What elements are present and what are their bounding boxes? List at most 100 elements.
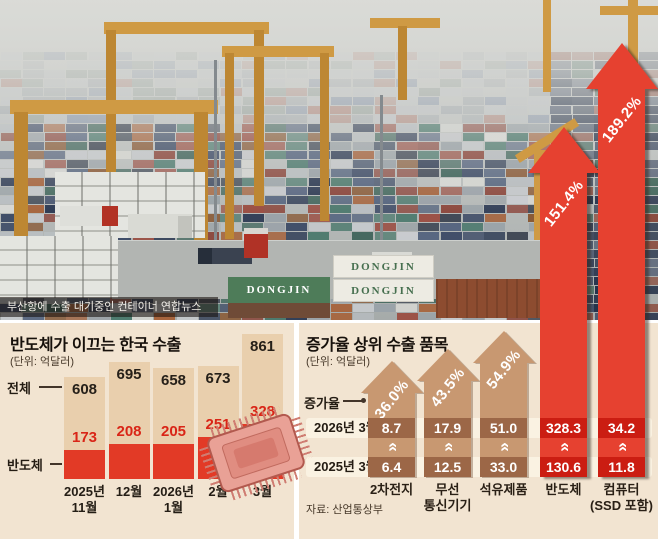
container-block bbox=[375, 223, 396, 231]
value-band-segment bbox=[480, 418, 527, 438]
container-block bbox=[353, 304, 374, 312]
container-block bbox=[286, 232, 307, 240]
container-block bbox=[23, 214, 44, 222]
container-block bbox=[22, 223, 43, 231]
increase-chevron-icon: » bbox=[493, 442, 513, 452]
container-block bbox=[418, 232, 439, 240]
container-block bbox=[485, 214, 506, 222]
container-brown bbox=[228, 303, 330, 318]
container-block bbox=[352, 232, 373, 240]
truck bbox=[60, 206, 118, 226]
increase-chevron-icon: » bbox=[437, 442, 457, 452]
export-value-label: 17.9 bbox=[433, 420, 462, 436]
category-label: 석유제품 bbox=[479, 482, 528, 497]
arrow-head-icon bbox=[472, 331, 535, 363]
crane-beam-icon bbox=[10, 100, 218, 114]
value-band-segment bbox=[540, 418, 587, 438]
container-block bbox=[352, 214, 373, 222]
light-pole-icon bbox=[214, 60, 217, 250]
container-block bbox=[638, 250, 658, 258]
total-value-label: 658 bbox=[160, 372, 187, 390]
container-block bbox=[286, 223, 307, 231]
container-block bbox=[639, 232, 658, 240]
container-block bbox=[309, 214, 330, 222]
container-block bbox=[639, 223, 658, 231]
truck bbox=[244, 228, 268, 258]
lead-line bbox=[39, 386, 62, 388]
container-block bbox=[309, 223, 330, 231]
semiconductor-value-label: 205 bbox=[160, 423, 187, 441]
container-block bbox=[418, 313, 439, 320]
container-green: DONGJIN bbox=[228, 277, 330, 303]
series-label-total: 전체 bbox=[7, 381, 31, 396]
container-block bbox=[242, 223, 263, 231]
container-block bbox=[638, 259, 658, 267]
container-block bbox=[353, 313, 374, 320]
container-block bbox=[638, 277, 658, 285]
crane-mast-icon bbox=[543, 0, 551, 92]
container-block bbox=[418, 223, 439, 231]
value-band-segment bbox=[424, 457, 471, 477]
value-band-segment bbox=[368, 418, 415, 438]
container-block bbox=[463, 214, 484, 222]
x-axis-label: 2026년 1월 bbox=[153, 484, 194, 515]
arrow-head-icon bbox=[585, 43, 658, 89]
container-block bbox=[440, 214, 461, 222]
container-block bbox=[397, 313, 418, 320]
container-block bbox=[331, 223, 352, 231]
increase-chevron-icon: » bbox=[381, 442, 401, 452]
arrow-head-icon bbox=[527, 127, 600, 173]
container-block bbox=[1, 214, 22, 222]
container-block bbox=[397, 232, 418, 240]
total-value-label: 608 bbox=[71, 380, 98, 398]
container-block bbox=[463, 232, 484, 240]
value-band-segment bbox=[540, 457, 587, 477]
increase-chevron-icon: » bbox=[611, 442, 631, 452]
increase-chevron-icon: » bbox=[553, 442, 573, 452]
category-label: 반도체 bbox=[545, 482, 582, 497]
value-band-segment bbox=[598, 418, 645, 438]
truck bbox=[128, 214, 192, 238]
crane-leg-icon bbox=[225, 53, 234, 239]
container-brand-label: DONGJIN bbox=[351, 284, 416, 297]
container-block bbox=[264, 223, 285, 231]
crane-leg-icon bbox=[398, 26, 407, 100]
container-block bbox=[330, 214, 351, 222]
semiconductor-bar bbox=[108, 443, 150, 479]
white-container-stack bbox=[0, 236, 118, 298]
container-block bbox=[265, 214, 286, 222]
row-label-2025: 2025년 3월 bbox=[314, 459, 378, 474]
container-block bbox=[331, 304, 352, 312]
value-band-segment bbox=[368, 457, 415, 477]
lead-line bbox=[50, 463, 62, 465]
horizontal-separator bbox=[0, 320, 658, 323]
container-brand-label: DONGJIN bbox=[351, 260, 416, 273]
export-value-label: 130.6 bbox=[545, 459, 582, 475]
container-block bbox=[419, 214, 440, 222]
left-chart-unit: (단위: 억달러) bbox=[10, 356, 75, 368]
container-block bbox=[638, 313, 658, 320]
row-label-2026: 2026년 3월 bbox=[314, 420, 378, 435]
container-block bbox=[243, 214, 264, 222]
container-block bbox=[396, 214, 417, 222]
container-brand-label: DONGJIN bbox=[246, 284, 312, 296]
container-block bbox=[375, 232, 396, 240]
container-block bbox=[287, 214, 308, 222]
container-block bbox=[639, 241, 658, 249]
export-value-label: 328.3 bbox=[545, 420, 582, 436]
container-block bbox=[308, 232, 329, 240]
arrow-head-icon bbox=[416, 349, 479, 381]
container-rust bbox=[436, 279, 558, 318]
category-label: 무선 통신기기 bbox=[423, 482, 472, 513]
crane-beam-icon bbox=[104, 22, 269, 34]
container-block bbox=[198, 223, 219, 231]
container-block bbox=[396, 304, 417, 312]
total-value-label: 673 bbox=[205, 369, 231, 387]
photo-caption: 부산항에 수출 대기중인 컨테이너 연합뉴스 bbox=[0, 297, 218, 317]
container-block bbox=[639, 268, 658, 276]
semiconductor-bar bbox=[64, 449, 105, 479]
export-value-label: 8.7 bbox=[381, 420, 402, 436]
arrow-shaft bbox=[598, 88, 645, 477]
x-axis-label: 2025년 11월 bbox=[64, 484, 105, 515]
